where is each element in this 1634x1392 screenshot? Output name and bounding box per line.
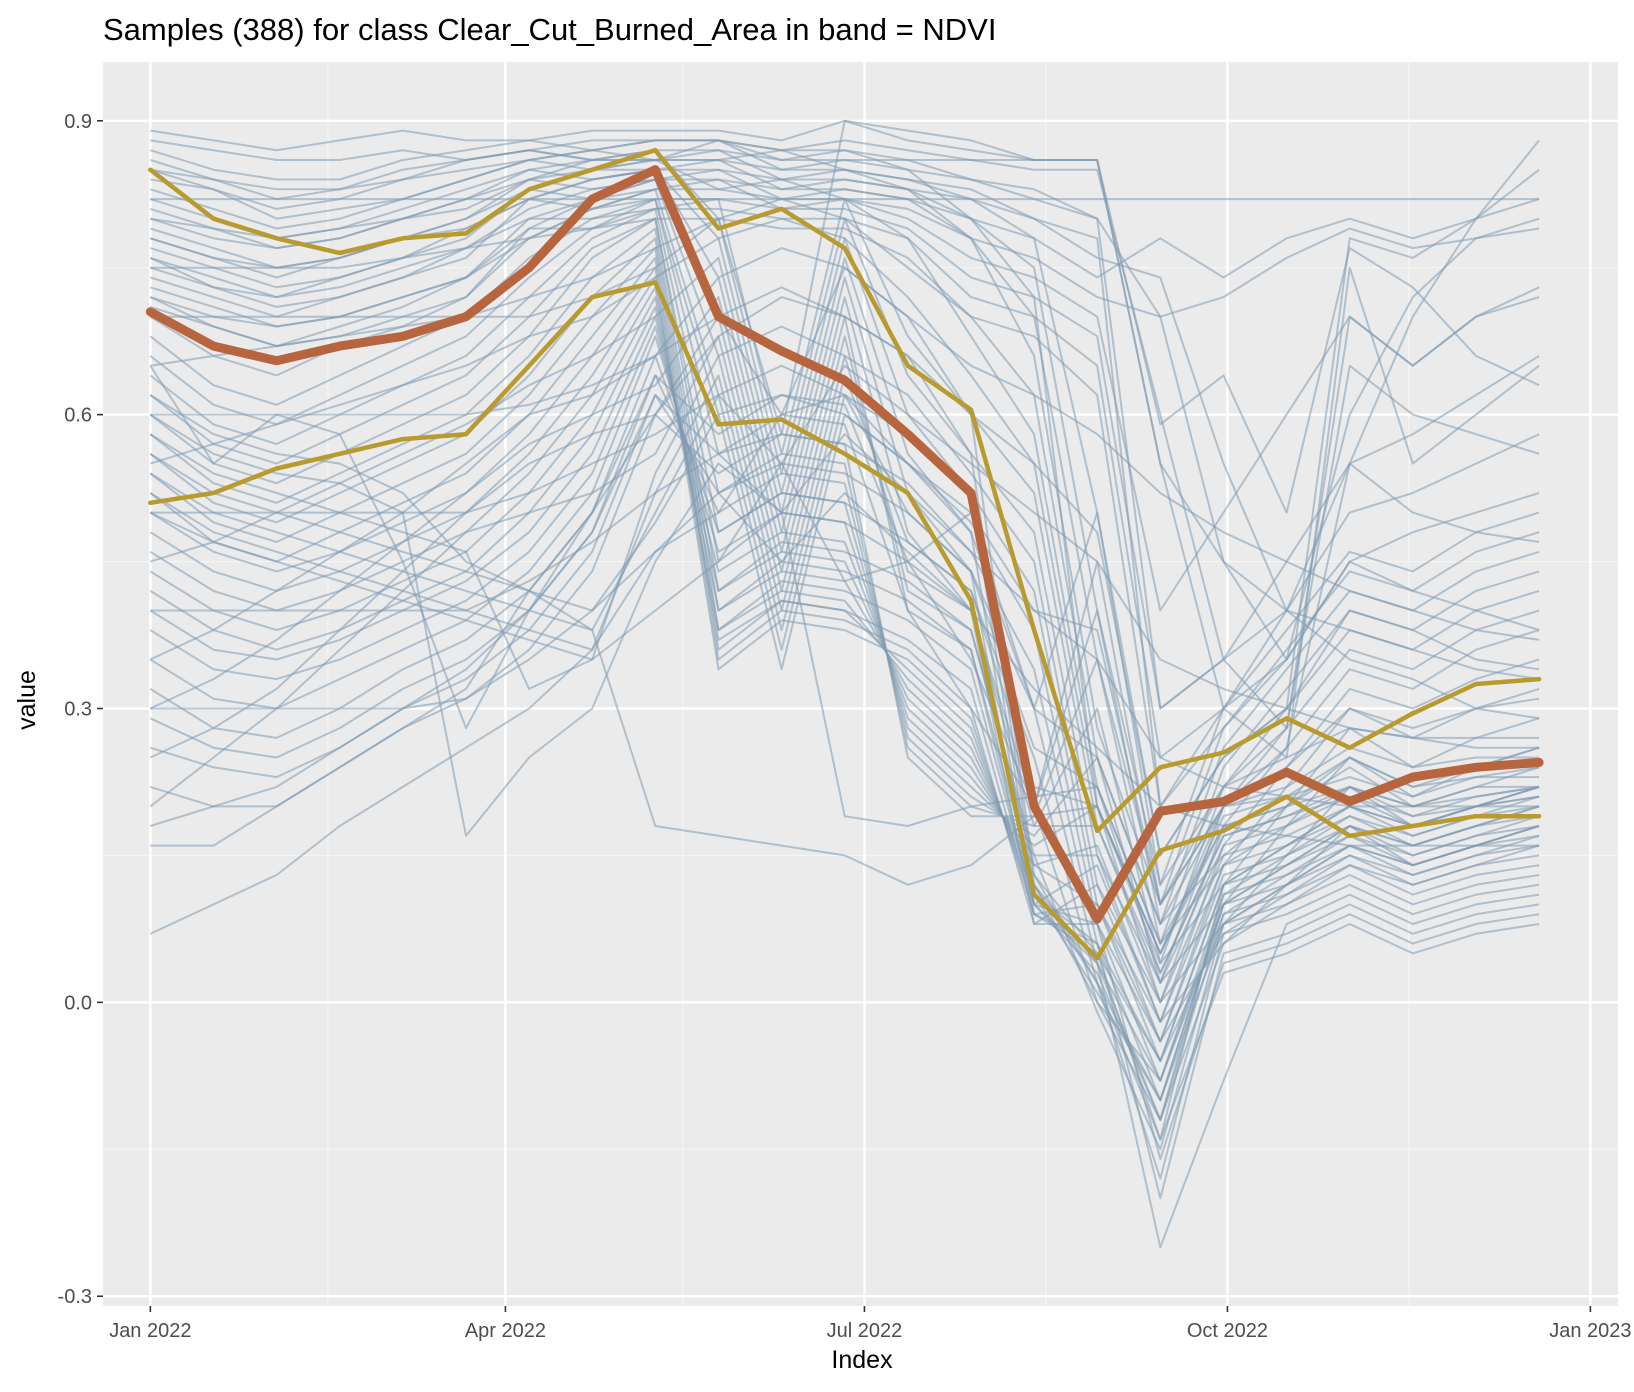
x-tick-label: Jul 2022 <box>827 1320 903 1342</box>
x-tick-label: Jan 2023 <box>1549 1320 1631 1342</box>
y-axis-title: value <box>13 670 41 730</box>
sample-series-line <box>149 237 1540 1180</box>
plot-panel <box>103 62 1618 1306</box>
sample-series-line <box>149 335 1540 1023</box>
sample-series-line <box>150 237 1540 1102</box>
median-line <box>145 165 1544 924</box>
sample-series-line <box>149 266 1540 1161</box>
sample-series-line <box>149 247 1540 1249</box>
x-tick-label: Apr 2022 <box>465 1320 546 1342</box>
upper-quantile-line <box>148 147 1542 834</box>
sample-series-line <box>150 394 1540 925</box>
sample-series-line <box>149 276 1540 1141</box>
sample-series-line <box>149 276 1540 1063</box>
y-tick-label: -0.3 <box>58 1286 92 1308</box>
sample-series-line <box>149 315 1540 1023</box>
y-tick-label: 0.0 <box>64 992 92 1014</box>
sample-series-line <box>150 139 1540 730</box>
sample-series-line <box>150 198 1540 710</box>
sample-series-line <box>149 227 1540 1151</box>
sample-series-line <box>150 217 1540 1121</box>
x-tick-label: Jan 2022 <box>109 1320 191 1342</box>
sample-series-line <box>149 296 1540 1043</box>
chart-title: Samples (388) for class Clear_Cut_Burned… <box>103 12 996 47</box>
sample-series-line <box>150 139 1540 710</box>
x-axis: Jan 2022 Apr 2022 Jul 2022 Oct 2022 Jan 2023 <box>109 1306 1632 1342</box>
sample-series-line <box>149 168 1540 886</box>
sample-series-line <box>149 394 1540 945</box>
sample-series-line <box>149 374 1540 984</box>
y-tick-label: 0.3 <box>64 698 92 720</box>
lower-quantile-line <box>148 280 1542 961</box>
sample-series-line <box>149 354 1540 1004</box>
y-tick-label: 0.9 <box>64 111 92 133</box>
sample-series-line <box>150 139 1540 955</box>
sample-series-line <box>150 256 1540 1082</box>
sample-series-line <box>150 492 1540 847</box>
sample-series-line <box>150 178 1540 906</box>
x-axis-title: Index <box>831 1346 893 1374</box>
major-gridlines <box>103 62 1618 1306</box>
y-tick-label: 0.6 <box>64 405 92 427</box>
sample-series-line <box>150 364 1540 749</box>
sample-series-line <box>150 374 1540 906</box>
summary-series-group <box>145 147 1544 961</box>
sample-series-line <box>149 286 1540 1121</box>
sample-series-line <box>150 149 1540 808</box>
sample-series-line <box>150 433 1540 808</box>
sample-series-line <box>149 325 1540 1043</box>
sample-series-line <box>150 266 1540 641</box>
sample-series-line <box>149 413 1540 925</box>
x-tick-label: Oct 2022 <box>1187 1320 1268 1342</box>
y-axis: -0.3 0.0 0.3 0.6 0.9 <box>58 111 103 1308</box>
